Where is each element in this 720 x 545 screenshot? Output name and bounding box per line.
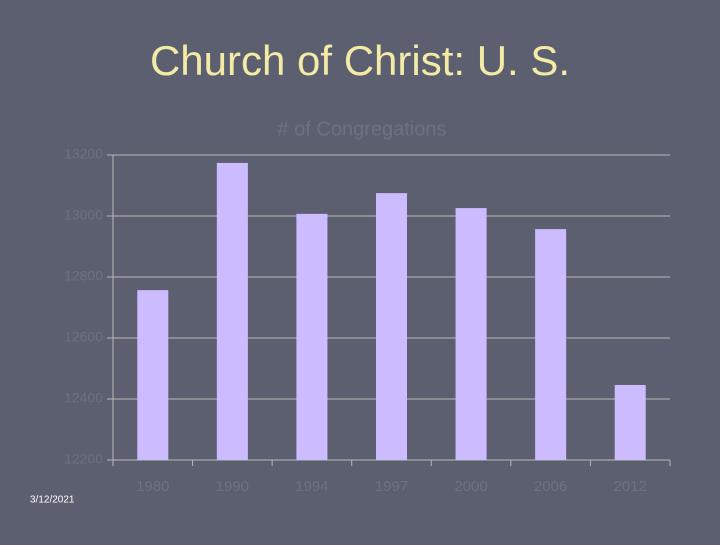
x-tick-label: 1980 <box>136 478 169 495</box>
y-tick-label: 13000 <box>64 207 103 223</box>
bar <box>137 290 169 460</box>
x-tick-label: 2000 <box>454 478 487 495</box>
x-tick-label: 2012 <box>614 478 647 495</box>
y-tick-label: 12400 <box>64 390 103 406</box>
chart-title: # of Congregations <box>277 118 446 140</box>
bar <box>614 384 646 460</box>
y-tick-label: 12600 <box>64 329 103 345</box>
date: 3/12/2021 <box>30 495 75 506</box>
x-tick-label: 1990 <box>216 478 249 495</box>
y-tick-label: 12200 <box>64 451 103 467</box>
y-tick-label: 12800 <box>64 268 103 284</box>
bar <box>375 193 408 460</box>
x-tick-label: 2006 <box>534 478 567 495</box>
x-tick-label: 1997 <box>375 478 408 495</box>
slide-title: Church of Christ: U. S. <box>150 37 570 84</box>
bar <box>535 229 567 460</box>
bar <box>296 213 328 460</box>
bar <box>455 208 487 460</box>
bar <box>216 162 248 460</box>
x-tick-label: 1994 <box>295 478 328 495</box>
y-tick-label: 13200 <box>64 146 103 162</box>
